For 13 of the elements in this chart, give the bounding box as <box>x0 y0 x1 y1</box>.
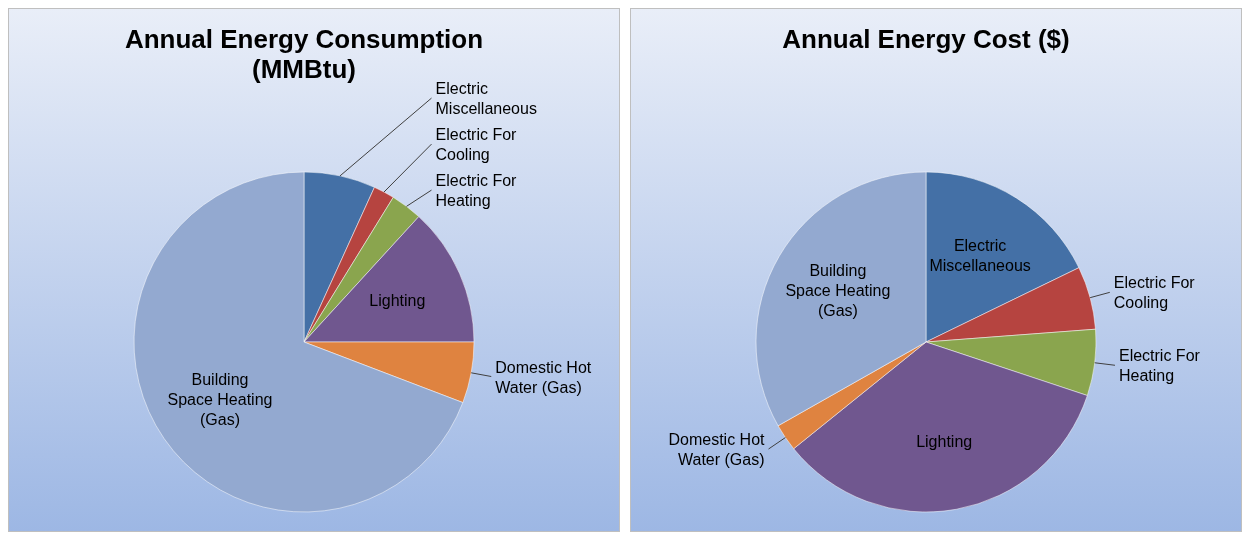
slice-label: Domestic Hot Water (Gas) <box>668 431 766 469</box>
slice-label: Electric Miscellaneous <box>929 236 1031 274</box>
slice-label: Building Space Heating (Gas) <box>785 261 891 319</box>
slice-label: Lighting <box>369 291 426 309</box>
slice-label: Electric For Cooling <box>1113 274 1196 312</box>
slice-label: Electric For Heating <box>1118 347 1201 385</box>
slice-label: Building Space Heating (Gas) <box>167 370 273 428</box>
chart-title: Annual Energy Cost ($) <box>782 24 1070 54</box>
slice-label: Electric Miscellaneous <box>435 80 537 118</box>
slice-label: Lighting <box>916 433 973 451</box>
slice-label: Electric For Heating <box>435 172 518 210</box>
slice-label: Domestic Hot Water (Gas) <box>495 358 592 396</box>
slice-label: Electric For Cooling <box>435 126 518 164</box>
